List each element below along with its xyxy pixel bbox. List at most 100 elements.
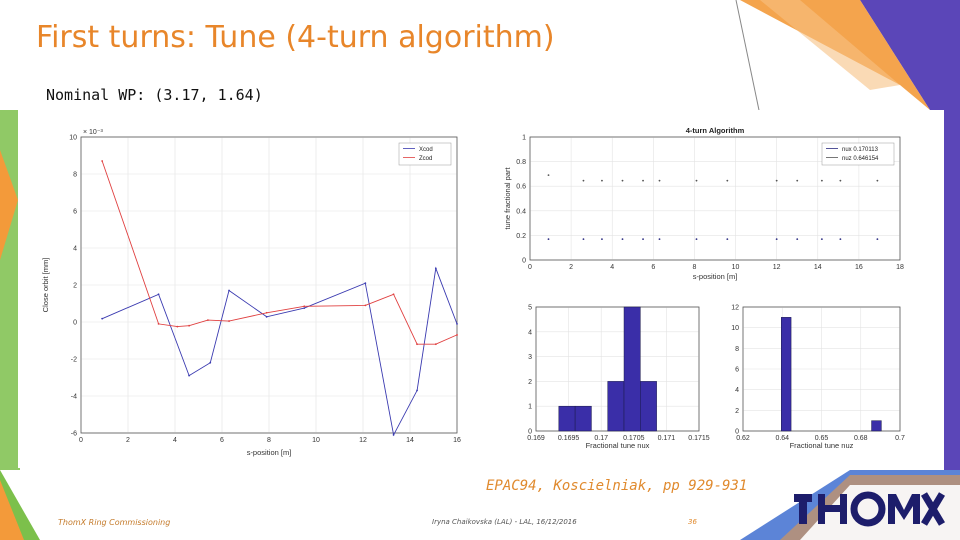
four_turn-title: 4-turn Algorithm	[686, 126, 745, 135]
slide-title: First turns: Tune (4-turn algorithm)	[36, 20, 555, 55]
hist_nux-xtick-label: 0.17	[594, 435, 608, 442]
closed_orbit-point	[265, 311, 268, 314]
closed_orbit-ytick-label: 0	[73, 320, 77, 327]
closed_orbit-point	[392, 433, 395, 436]
closed_orbit-point	[176, 325, 179, 328]
closed_orbit-point	[209, 361, 212, 364]
deco-left-bottom-orange	[0, 480, 24, 540]
deco-purple-band	[860, 0, 960, 190]
footer-author: Iryna Chaikovska (LAL) - LAL, 16/12/2016	[432, 518, 577, 526]
footer-title: ThomX Ring Commissioning	[58, 518, 171, 527]
closed_orbit-point	[101, 317, 104, 320]
hist_nuz-xtick-label: 0.7	[895, 435, 905, 442]
hist_nuz-frame	[742, 306, 901, 432]
four_turn-xtick-label: 14	[814, 264, 822, 271]
hist_nuz-ytick-label: 0	[735, 429, 739, 436]
closed_orbit-y-scale-label: × 10⁻³	[83, 129, 104, 136]
deco-orange-band	[740, 0, 930, 110]
four_turn-point	[839, 179, 842, 182]
closed_orbit-point	[188, 324, 191, 327]
four_turn-frame	[529, 136, 901, 261]
closed_orbit-point	[157, 322, 160, 325]
four_turn-ytick-label: 0.6	[516, 184, 526, 191]
hist_nuz-ytick-label: 10	[731, 325, 739, 332]
hist_nux-ytick-label: 4	[528, 329, 532, 336]
closed_orbit-ytick-label: -6	[71, 431, 77, 438]
four_turn-point	[839, 238, 842, 240]
hist_nux-ytick-label: 1	[528, 404, 532, 411]
four_turn-xtick-label: 16	[855, 264, 863, 271]
closed_orbit-point	[456, 322, 458, 325]
four_turn-point	[547, 238, 550, 240]
hist_nux-bar	[640, 381, 657, 432]
hist_nux-xtick-label: 0.1695	[558, 435, 580, 442]
four_turn-legend	[821, 142, 895, 166]
closed_orbit-xtick-label: 10	[312, 437, 320, 444]
figure-panel: 0 2 4 6 8 10 12 14 16 -6 -4 -2 0 2 4 6 8 10 s-position [m]…	[18, 110, 944, 468]
four_turn-point	[775, 179, 778, 182]
closed_orbit-legend-label: Xcod	[419, 147, 433, 153]
closed_orbit-ytick-label: 4	[73, 246, 77, 253]
hist_nuz-xtick-label: 0.68	[854, 435, 868, 442]
hist_nuz-ytick-label: 8	[735, 346, 739, 353]
four_turn-point	[695, 179, 698, 182]
four_turn-xlabel: s-position [m]	[693, 272, 738, 281]
four_turn-point	[582, 238, 585, 240]
hist_nuz-xtick-label: 0.64	[775, 435, 789, 442]
hist_nux-xtick-label: 0.1705	[623, 435, 645, 442]
hist_nuz-ytick-label: 2	[735, 408, 739, 415]
logo-mark	[794, 491, 946, 527]
hist_nux-ytick-label: 0	[528, 429, 532, 436]
closed_orbit-point	[265, 315, 268, 318]
closed_orbit-legend-label: Zcod	[419, 156, 432, 162]
hist_nuz-ytick-label: 4	[735, 387, 739, 394]
hist_nux-bar	[607, 381, 625, 432]
hist_nux-ytick-label: 3	[528, 354, 532, 361]
four_turn-point	[876, 238, 879, 240]
closed_orbit-point	[416, 389, 418, 392]
four_turn-xtick-label: 6	[651, 264, 655, 271]
closed_orbit-xtick-label: 14	[406, 437, 414, 444]
hist_nux-xtick-label: 0.171	[658, 435, 676, 442]
hist_nux-bar	[623, 306, 641, 432]
deco-left-orange	[0, 150, 18, 260]
four_turn-point	[658, 238, 661, 240]
four_turn-legend-label: nuz 0.646154	[842, 156, 879, 162]
hist_nuz-xtick-label: 0.62	[736, 435, 750, 442]
hist_nuz-bar	[781, 317, 792, 432]
four_turn-point	[601, 179, 603, 182]
closed_orbit-point	[392, 293, 395, 296]
slide-subtitle: Nominal WP: (3.17, 1.64)	[46, 86, 263, 104]
thomx-logo	[794, 491, 946, 527]
four_turn-point	[658, 179, 661, 182]
closed_orbit-xtick-label: 12	[359, 437, 367, 444]
closed_orbit-point	[364, 282, 367, 285]
closed_orbit-ytick-label: 8	[73, 172, 77, 179]
hist_nuz-xtick-label: 0.65	[815, 435, 829, 442]
hist_nux-xtick-label: 0.169	[527, 435, 545, 442]
closed_orbit-series-line	[102, 266, 458, 437]
hist_nux-bar	[558, 405, 576, 432]
four_turn-point	[820, 179, 823, 182]
four_turn-xtick-label: 0	[528, 264, 532, 271]
four_turn-point	[621, 179, 624, 182]
four_turn-xtick-label: 18	[896, 264, 904, 271]
hist_nux-xtick-label: 0.1715	[688, 435, 710, 442]
four_turn-xtick-label: 8	[692, 264, 696, 271]
closed_orbit-ytick-label: 10	[69, 135, 77, 142]
hist_nux-ytick-label: 5	[528, 305, 532, 312]
reference-text: EPAC94, Koscielniak, pp 929-931	[486, 478, 748, 494]
hist_nux-bar	[574, 405, 592, 432]
hist_nuz-bar	[871, 420, 882, 432]
four_turn-point	[775, 238, 778, 240]
hist_nuz-xlabel: Fractional tune nuz	[790, 441, 854, 450]
four_turn-point	[796, 238, 799, 240]
four_turn-xtick-label: 4	[610, 264, 614, 271]
closed_orbit-point	[456, 334, 458, 336]
closed_orbit-xtick-label: 8	[267, 437, 271, 444]
closed_orbit-ytick-label: 2	[73, 283, 77, 290]
closed_orbit-point	[228, 289, 230, 292]
closed_orbit-point	[188, 374, 191, 377]
